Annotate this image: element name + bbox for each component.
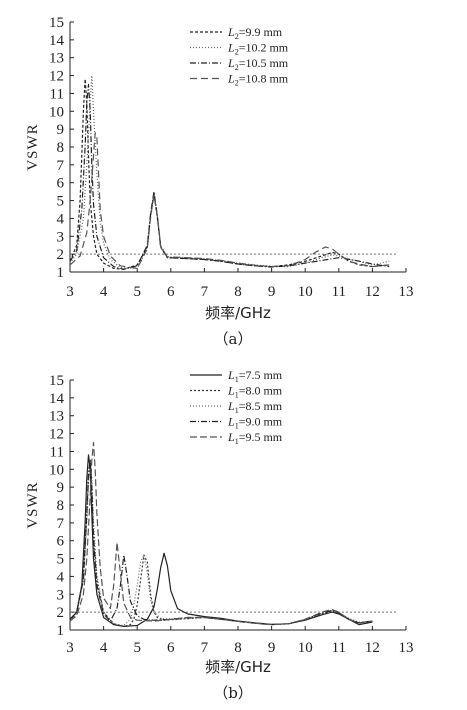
y-tick-label: 10 — [49, 462, 64, 478]
y-tick-label: 15 — [49, 15, 64, 31]
y-tick-label: 14 — [49, 33, 65, 49]
y-tick-label: 11 — [50, 444, 64, 460]
x-tick-label: 11 — [332, 284, 346, 300]
y-tick-label: 3 — [57, 229, 65, 245]
y-tick-label: 7 — [57, 516, 65, 532]
y-tick-label: 11 — [50, 86, 64, 102]
y-tick-label: 13 — [49, 51, 64, 67]
legend-label: L2=10.8 mm — [227, 72, 289, 88]
y-tick-label: 9 — [57, 480, 65, 496]
x-tick-label: 13 — [399, 284, 414, 300]
x-tick-label: 4 — [100, 640, 108, 656]
y-tick-label: 10 — [49, 104, 64, 120]
legend-label: L1=7.5 mm — [227, 368, 283, 384]
y-tick-label: 3 — [57, 587, 65, 603]
legend-label: L1=9.0 mm — [227, 415, 283, 431]
y-tick-label: 12 — [49, 69, 64, 85]
y-tick-label: 13 — [49, 409, 64, 425]
x-tick-label: 9 — [268, 284, 276, 300]
x-tick-label: 10 — [298, 284, 313, 300]
y-tick-label: 5 — [57, 552, 65, 568]
x-tick-label: 3 — [66, 640, 74, 656]
series-line-2 — [69, 74, 390, 269]
y-tick-label: 8 — [57, 498, 65, 514]
x-tick-label: 7 — [201, 640, 209, 656]
y-tick-label: 1 — [57, 265, 65, 281]
y-tick-label: 1 — [57, 623, 65, 639]
x-tick-label: 3 — [66, 284, 74, 300]
y-tick-label: 5 — [57, 194, 65, 210]
x-tick-label: 12 — [365, 284, 380, 300]
series-line-4 — [69, 459, 373, 626]
y-tick-label: 4 — [57, 211, 65, 227]
y-tick-label: 9 — [57, 122, 65, 138]
x-tick-label: 9 — [268, 640, 276, 656]
series-line-1 — [69, 78, 390, 270]
x-tick-label: 11 — [332, 640, 346, 656]
x-tick-label: 6 — [167, 640, 175, 656]
x-tick-label: 10 — [298, 640, 313, 656]
legend-label: L2=9.9 mm — [227, 25, 283, 41]
x-tick-label: 12 — [365, 640, 380, 656]
x-axis-label: 频率/GHz — [205, 304, 271, 322]
x-axis-label: 频率/GHz — [205, 658, 271, 676]
y-tick-label: 6 — [57, 534, 65, 550]
x-tick-label: 8 — [234, 284, 242, 300]
series-line-5 — [69, 441, 373, 626]
x-tick-label: 7 — [201, 284, 209, 300]
y-tick-label: 15 — [49, 373, 64, 389]
y-tick-label: 12 — [49, 427, 64, 443]
series-line-2 — [69, 459, 373, 628]
y-tick-label: 7 — [57, 158, 65, 174]
legend-label: L2=10.5 mm — [227, 56, 289, 72]
series-line-1 — [69, 454, 373, 628]
series-line-4 — [69, 132, 390, 269]
y-tick-label: 14 — [49, 391, 65, 407]
series-line-3 — [69, 83, 390, 270]
y-tick-label: 8 — [57, 140, 65, 156]
legend-label: L1=8.0 mm — [227, 384, 283, 400]
x-tick-label: 6 — [167, 284, 175, 300]
x-tick-label: 5 — [133, 640, 141, 656]
legend-label: L1=9.5 mm — [227, 430, 283, 446]
panel-caption: （b） — [213, 684, 253, 702]
y-tick-label: 6 — [57, 176, 65, 192]
panel-caption: （a） — [214, 330, 253, 348]
y-tick-label: 2 — [57, 247, 65, 263]
x-tick-label: 4 — [100, 284, 108, 300]
x-tick-label: 5 — [133, 284, 141, 300]
x-tick-label: 8 — [234, 640, 242, 656]
y-axis-label: VSWR — [25, 123, 41, 170]
legend-label: L1=8.5 mm — [227, 399, 283, 415]
legend-label: L2=10.2 mm — [227, 41, 289, 57]
y-tick-label: 2 — [57, 605, 65, 621]
y-axis-label: VSWR — [25, 481, 41, 528]
series-line-3 — [69, 463, 373, 627]
y-tick-label: 4 — [57, 569, 65, 585]
x-tick-label: 13 — [399, 640, 414, 656]
